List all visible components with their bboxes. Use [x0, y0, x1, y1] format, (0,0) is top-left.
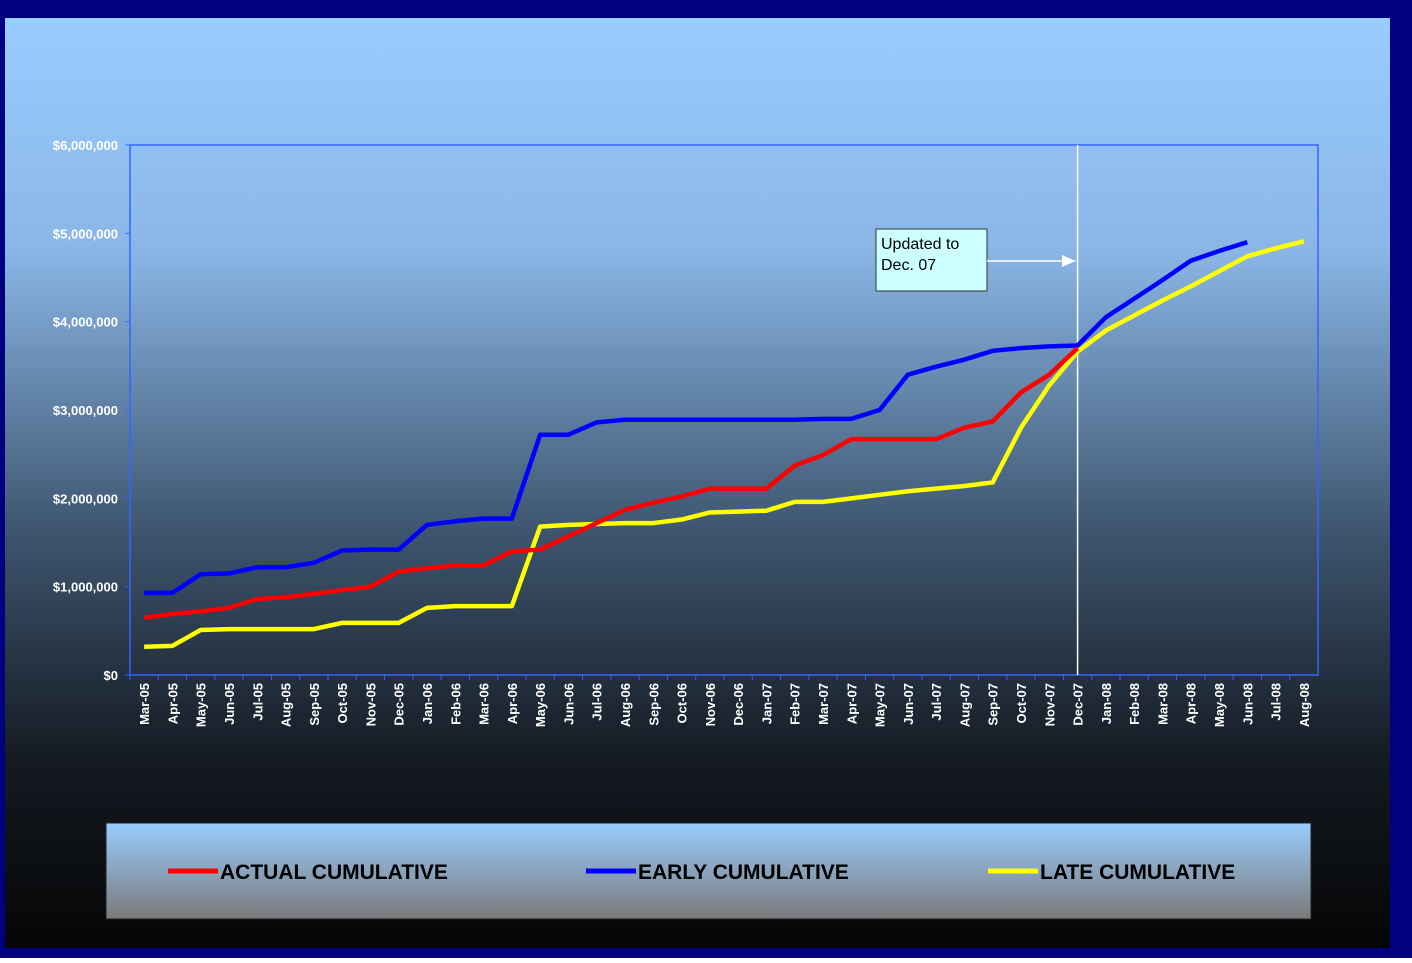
x-tick-label: May-05 — [194, 683, 209, 727]
x-tick-label: Aug-05 — [279, 683, 294, 727]
x-tick-label: Feb-07 — [788, 683, 803, 725]
x-tick-label: Sep-05 — [307, 683, 322, 726]
x-tick-label: Nov-05 — [363, 683, 378, 726]
x-tick-label: May-07 — [873, 683, 888, 727]
x-tick-label: Aug-07 — [957, 683, 972, 727]
background — [5, 18, 1390, 948]
x-tick-label: Dec-06 — [731, 683, 746, 726]
y-tick-label: $6,000,000 — [53, 138, 118, 153]
annotation-text: Dec. 07 — [881, 257, 936, 274]
series-line — [143, 346, 1080, 620]
x-tick-label: Mar-06 — [477, 683, 492, 725]
x-tick-label: Dec-07 — [1071, 683, 1086, 726]
legend-label: LATE CUMULATIVE — [1040, 861, 1235, 884]
x-tick-label: Apr-06 — [505, 683, 520, 724]
x-tick-label: Aug-08 — [1297, 683, 1312, 727]
x-tick-label: Jul-06 — [590, 683, 605, 721]
x-tick-label: Jun-05 — [222, 683, 237, 725]
series-line — [144, 240, 1248, 596]
x-tick-label: Apr-08 — [1184, 683, 1199, 724]
legend-label: EARLY CUMULATIVE — [638, 861, 849, 884]
x-tick-label: Apr-07 — [844, 683, 859, 724]
x-tick-label: Mar-08 — [1155, 683, 1170, 725]
x-tick-label: May-06 — [533, 683, 548, 727]
y-tick-label: $5,000,000 — [53, 226, 118, 241]
x-tick-label: Aug-06 — [618, 683, 633, 727]
annotation-box — [875, 228, 988, 292]
x-tick-label: Jul-05 — [250, 683, 265, 721]
y-tick-label: $1,000,000 — [53, 580, 118, 595]
x-tick-label: Jun-08 — [1240, 683, 1255, 725]
x-tick-label: Dec-05 — [392, 683, 407, 726]
x-tick-label: Sep-06 — [646, 683, 661, 726]
x-tick-label: Sep-07 — [986, 683, 1001, 726]
x-tick-label: Apr-05 — [165, 683, 180, 724]
annotation-text: Updated to — [881, 236, 959, 253]
x-tick-label: Jun-07 — [901, 683, 916, 725]
x-tick-label: Nov-06 — [703, 683, 718, 726]
legend-label: ACTUAL CUMULATIVE — [220, 861, 448, 884]
y-tick-label: $2,000,000 — [53, 491, 118, 506]
x-tick-label: Mar-05 — [137, 683, 152, 725]
x-tick-label: Jun-06 — [561, 683, 576, 725]
x-tick-label: Oct-06 — [675, 683, 690, 723]
x-tick-label: Jan-08 — [1099, 683, 1114, 724]
legend — [105, 822, 1312, 920]
x-tick-label: Oct-05 — [335, 683, 350, 723]
x-tick-label: Nov-07 — [1042, 683, 1057, 726]
x-tick-label: Jul-07 — [929, 683, 944, 721]
x-tick-label: Jan-07 — [759, 683, 774, 724]
y-tick-label: $0 — [104, 668, 118, 683]
series-line — [144, 239, 1305, 649]
x-tick-label: Mar-07 — [816, 683, 831, 725]
y-tick-label: $3,000,000 — [53, 403, 118, 418]
x-tick-label: Jan-06 — [420, 683, 435, 724]
x-tick-label: Jul-08 — [1269, 683, 1284, 721]
x-tick-label: Feb-06 — [448, 683, 463, 725]
x-tick-label: Feb-08 — [1127, 683, 1142, 725]
y-tick-label: $4,000,000 — [53, 315, 118, 330]
x-tick-label: May-08 — [1212, 683, 1227, 727]
x-tick-label: Oct-07 — [1014, 683, 1029, 723]
